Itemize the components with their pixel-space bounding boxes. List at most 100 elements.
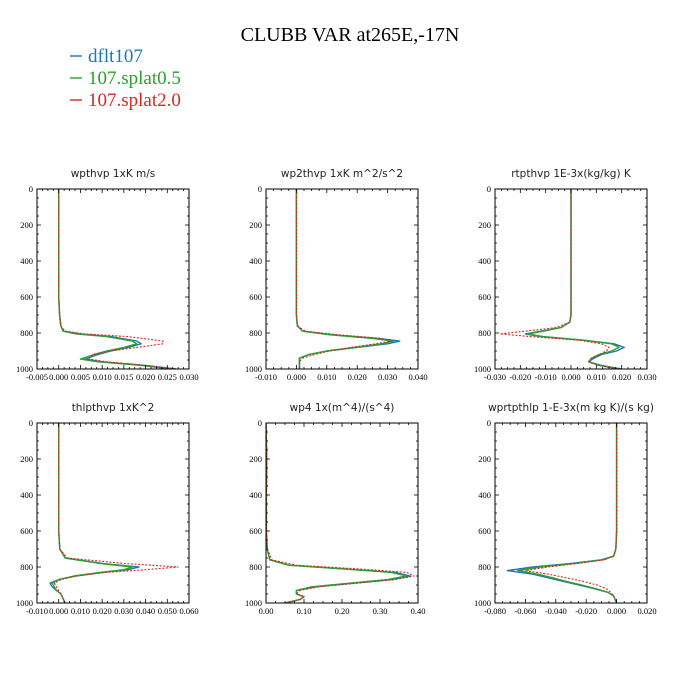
figure-title: CLUBB VAR at265E,-17N: [241, 24, 460, 46]
y-tick-label: 800: [20, 562, 33, 572]
x-tick-label: 0.000: [49, 606, 68, 616]
chart-panel: wpthvp 1xK m/s 0 200 400 600 800 1000-0.005 0.0…: [16, 168, 199, 382]
x-tick-label: 0.010: [71, 606, 90, 616]
y-tick-label: 400: [249, 256, 262, 266]
x-tick-label: 0.010: [317, 372, 336, 382]
y-tick-label: 600: [20, 292, 33, 302]
legend-label: 107.splat2.0: [88, 90, 181, 111]
panel-title: wp4 1x(m^4)/(s^4): [290, 402, 395, 414]
legend-label: dflt107: [88, 46, 143, 67]
x-tick-label: -0.040: [545, 606, 567, 616]
chart-panel: wp2thvp 1xK m^2/s^2 0 200 400 600 800 1000-0.0…: [245, 168, 428, 382]
x-tick-label: 0.30: [373, 606, 388, 616]
y-tick-label: 1000: [474, 598, 491, 608]
y-tick-label: 400: [478, 256, 491, 266]
series-line-107-splat2-0: [499, 189, 620, 369]
x-tick-label: 0.020: [136, 372, 155, 382]
y-tick-label: 800: [478, 328, 491, 338]
y-tick-label: 400: [20, 490, 33, 500]
y-tick-label: 400: [249, 490, 262, 500]
y-tick-label: 0: [258, 418, 262, 428]
legend-label: 107.splat0.5: [88, 68, 181, 89]
chart-panel: wprtpthlp 1-E-3x(m kg K)/(s kg) 0 200 400 60…: [474, 402, 657, 616]
y-tick-label: 600: [249, 292, 262, 302]
y-tick-label: 200: [249, 220, 262, 230]
x-tick-label: 0.005: [71, 372, 90, 382]
series-group: [58, 189, 177, 369]
panel-title: wprtpthlp 1-E-3x(m kg K)/(s kg): [488, 402, 654, 414]
series-group: [49, 423, 179, 603]
panel-title: thlpthvp 1xK^2: [72, 402, 155, 414]
x-tick-label: 0.020: [93, 606, 112, 616]
y-tick-label: 0: [29, 418, 33, 428]
x-tick-label: 0.020: [612, 372, 631, 382]
x-tick-label: -0.010: [255, 372, 277, 382]
y-tick-label: 600: [249, 526, 262, 536]
y-tick-label: 800: [20, 328, 33, 338]
series-line-107-splat2-0: [524, 423, 618, 603]
x-tick-label: -0.080: [484, 606, 506, 616]
x-tick-label: 0.030: [637, 372, 656, 382]
panel-title: wpthvp 1xK m/s: [71, 168, 156, 180]
y-tick-label: 200: [20, 454, 33, 464]
x-tick-label: 0.000: [561, 372, 580, 382]
y-tick-label: 1000: [16, 598, 33, 608]
y-tick-label: 200: [478, 454, 491, 464]
x-tick-label: 0.030: [114, 606, 133, 616]
series-line-107-splat2-0: [295, 189, 392, 369]
x-tick-label: -0.005: [26, 372, 48, 382]
x-tick-label: 0.040: [408, 372, 427, 382]
x-tick-label: 0.010: [93, 372, 112, 382]
x-tick-label: 0.00: [259, 606, 274, 616]
x-tick-label: 0.000: [287, 372, 306, 382]
x-tick-label: 0.010: [587, 372, 606, 382]
x-tick-label: 0.040: [136, 606, 155, 616]
series-group: [295, 189, 401, 369]
y-tick-label: 0: [487, 418, 491, 428]
x-tick-label: 0.20: [335, 606, 350, 616]
y-tick-label: 1000: [245, 598, 262, 608]
x-tick-label: 0.030: [378, 372, 397, 382]
x-tick-label: 0.020: [348, 372, 367, 382]
x-tick-label: 0.050: [158, 606, 177, 616]
x-tick-label: -0.010: [535, 372, 557, 382]
chart-panel: rtpthvp 1E-3x(kg/kg) K02004006008001000-…: [474, 168, 657, 382]
y-tick-label: 200: [478, 220, 491, 230]
y-tick-label: 600: [478, 526, 491, 536]
y-tick-label: 800: [249, 562, 262, 572]
y-tick-label: 0: [29, 184, 33, 194]
y-tick-label: 600: [478, 292, 491, 302]
x-tick-label: -0.020: [575, 606, 597, 616]
panel-title: wp2thvp 1xK m^2/s^2: [281, 168, 403, 180]
y-tick-label: 200: [20, 220, 33, 230]
y-tick-label: 400: [478, 490, 491, 500]
y-tick-label: 1000: [16, 364, 33, 374]
x-tick-label: 0.015: [114, 372, 133, 382]
series-group: [499, 189, 625, 369]
series-line-107-splat2-0: [53, 423, 179, 603]
y-tick-label: 400: [20, 256, 33, 266]
series-line-107-splat0-5: [295, 189, 395, 369]
x-tick-label: -0.010: [26, 606, 48, 616]
x-tick-label: -0.060: [514, 606, 536, 616]
y-tick-label: 800: [478, 562, 491, 572]
y-tick-label: 800: [249, 328, 262, 338]
x-tick-label: 0.020: [637, 606, 656, 616]
x-tick-label: 0.060: [179, 606, 198, 616]
x-tick-label: -0.020: [509, 372, 531, 382]
x-tick-label: 0.40: [411, 606, 426, 616]
x-tick-label: -0.030: [484, 372, 506, 382]
y-tick-label: 0: [487, 184, 491, 194]
x-tick-label: 0.025: [158, 372, 177, 382]
x-tick-label: 0.030: [179, 372, 198, 382]
y-tick-label: 0: [258, 184, 262, 194]
y-tick-label: 200: [249, 454, 262, 464]
x-tick-label: 0.000: [607, 606, 626, 616]
x-tick-label: 0.10: [297, 606, 312, 616]
series-line-107-splat2-0: [58, 189, 172, 369]
